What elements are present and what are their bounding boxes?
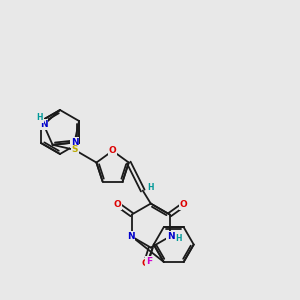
Text: O: O (142, 259, 150, 268)
Text: N: N (40, 120, 47, 129)
Text: N: N (127, 232, 134, 241)
Text: H: H (148, 183, 154, 192)
Text: S: S (71, 145, 78, 154)
Text: F: F (146, 257, 152, 266)
Text: O: O (109, 146, 116, 155)
Text: O: O (180, 200, 188, 209)
Text: H: H (36, 113, 43, 122)
Text: O: O (114, 200, 122, 209)
Text: N: N (71, 138, 78, 147)
Text: N: N (167, 232, 175, 241)
Text: H: H (176, 234, 182, 243)
